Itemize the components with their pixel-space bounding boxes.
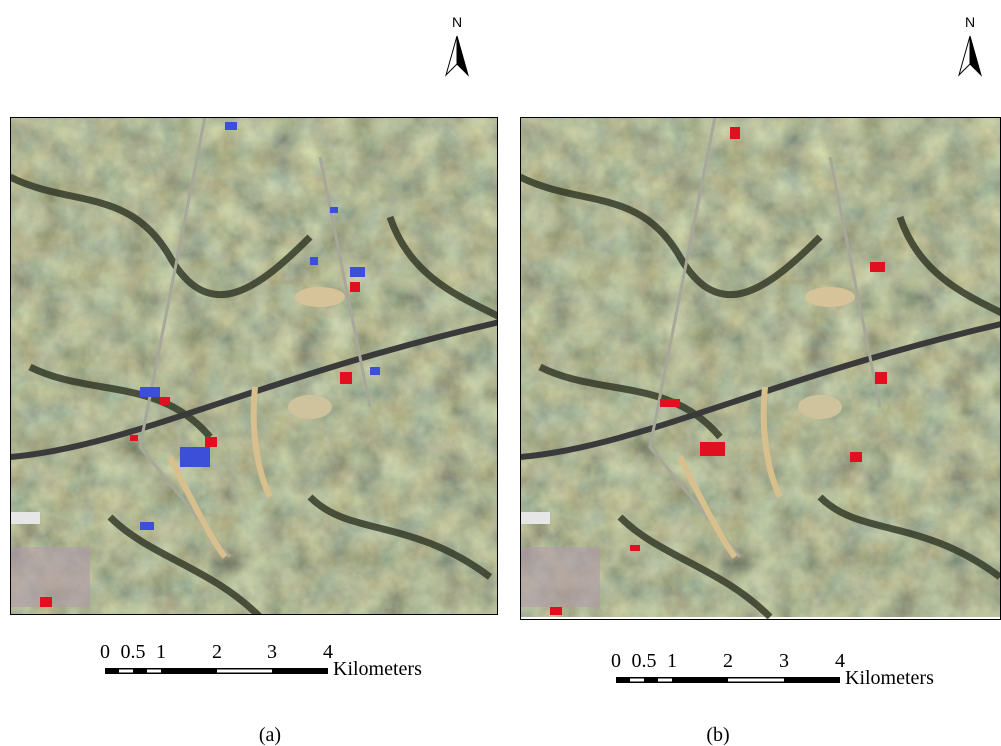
scale-bar: 0 0.5 1 2 3 4 Kilometers bbox=[611, 650, 934, 689]
scale-label: 0 bbox=[100, 641, 110, 663]
scale-label: 0.5 bbox=[121, 641, 146, 663]
panel-a: N 0 0.5 1 2 3 4 Kilometers (a) bbox=[10, 14, 500, 746]
figure-svg: N 0 0.5 1 2 3 4 Kilometers (a) bbox=[0, 0, 1001, 746]
scale-label: 2 bbox=[212, 641, 222, 663]
caption: (a) bbox=[259, 724, 281, 746]
scale-label: 2 bbox=[723, 650, 733, 672]
caption: (b) bbox=[706, 724, 729, 746]
scale-label: 0.5 bbox=[632, 650, 657, 672]
scale-label: 1 bbox=[156, 641, 166, 663]
scale-label: 4 bbox=[323, 641, 333, 663]
scale-label: 4 bbox=[835, 650, 845, 672]
satellite-image bbox=[10, 117, 500, 617]
north-label: N bbox=[452, 14, 462, 30]
satellite-image bbox=[520, 117, 1001, 620]
figure: N 0 0.5 1 2 3 4 Kilometers (a) bbox=[0, 0, 1001, 746]
north-arrow: N bbox=[446, 14, 468, 75]
north-label: N bbox=[965, 14, 975, 30]
scale-unit: Kilometers bbox=[333, 658, 422, 680]
scale-label: 3 bbox=[267, 641, 277, 663]
north-arrow: N bbox=[959, 14, 981, 75]
scale-label: 0 bbox=[611, 650, 621, 672]
scale-label: 1 bbox=[667, 650, 677, 672]
scale-unit: Kilometers bbox=[845, 667, 934, 689]
panel-b: N 0 0.5 1 2 3 4 Kilometers (b) bbox=[520, 14, 1001, 746]
scale-bar: 0 0.5 1 2 3 4 Kilometers bbox=[100, 641, 422, 680]
scale-label: 3 bbox=[779, 650, 789, 672]
